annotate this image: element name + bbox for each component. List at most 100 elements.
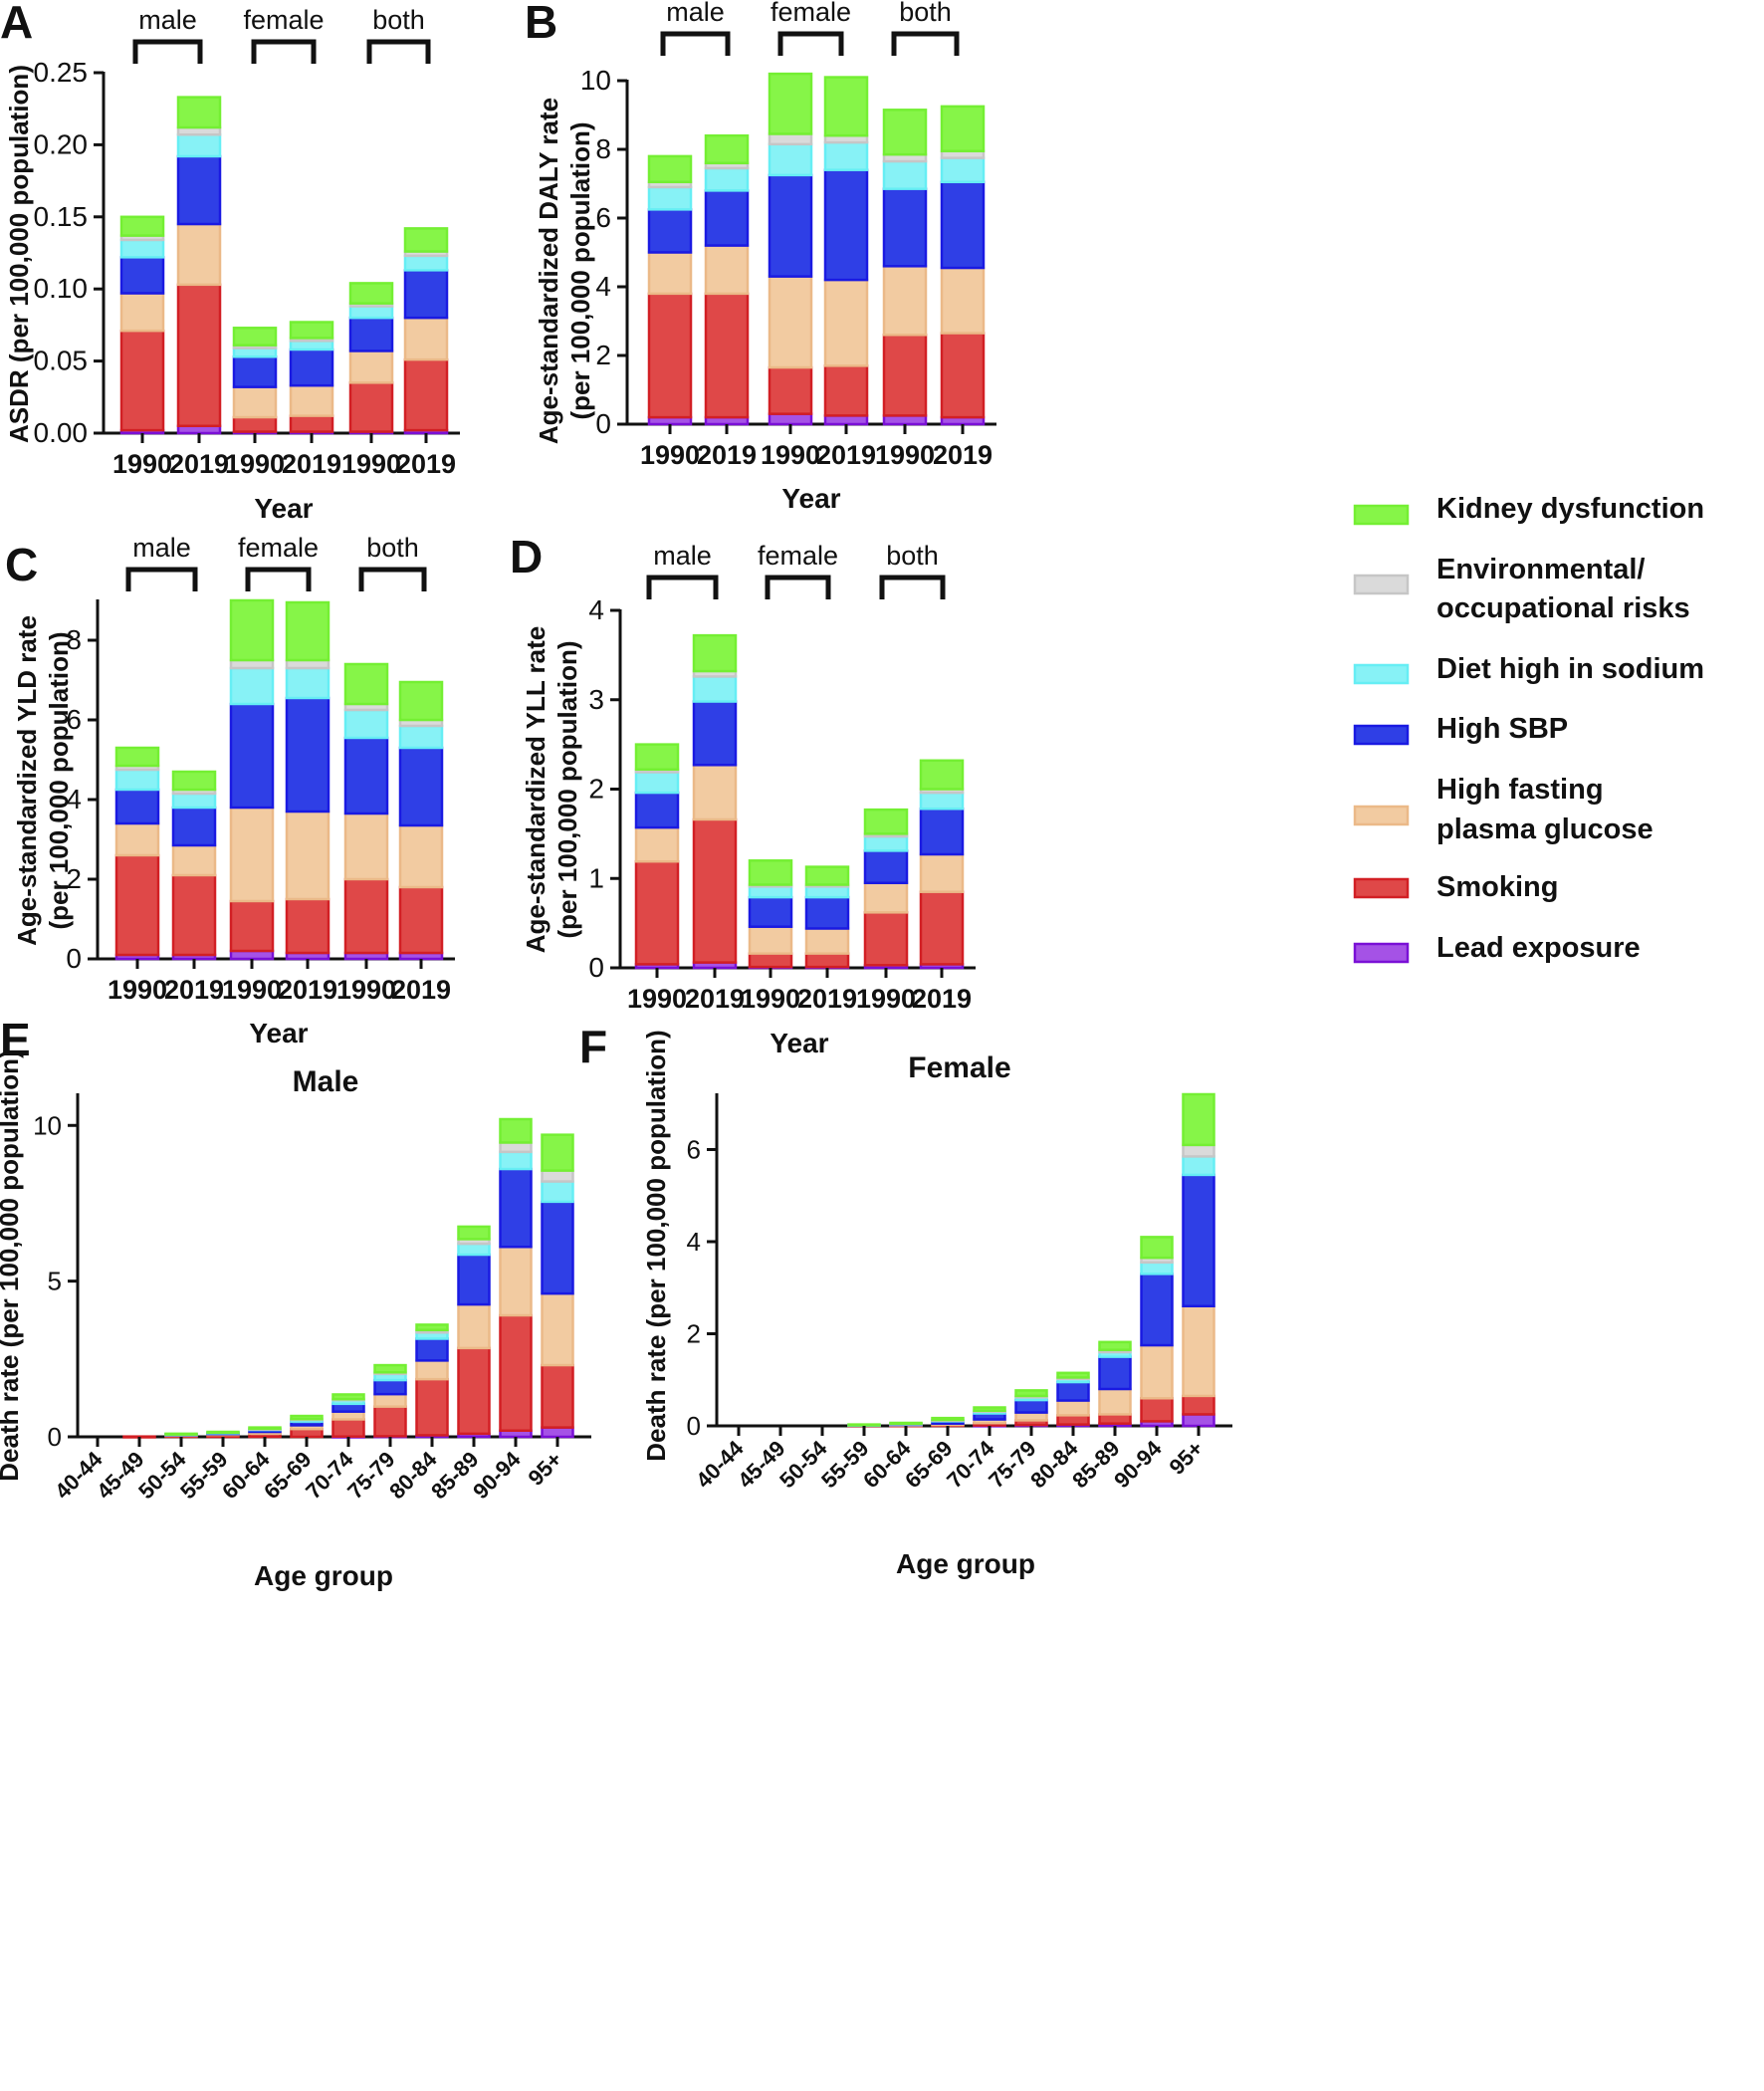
bar-segment-smoking [119, 329, 165, 432]
bar-segment-fpg [823, 278, 869, 367]
bar-segment-kidney [647, 154, 693, 184]
bar-segment-sbp [373, 1378, 407, 1396]
bar-segment-fpg [541, 1291, 574, 1367]
bar-segment-env [499, 1141, 533, 1154]
bar-segment-kidney [541, 1133, 574, 1172]
x-tick-label: 2019 [816, 440, 876, 470]
group-bracket [879, 575, 946, 599]
bar-segment-sbp [171, 806, 217, 847]
y-tick-label: 3 [588, 684, 604, 715]
bar-segment-kidney [940, 105, 986, 152]
group-label: both [899, 0, 952, 27]
bar-segment-kidney [804, 865, 850, 886]
y-tick-label: 4 [66, 784, 82, 814]
bar-segment-smoking [415, 1377, 449, 1437]
x-tick-label: 55-59 [816, 1436, 873, 1493]
bar-segment-smoking [823, 364, 869, 417]
bar-segment-fpg [863, 881, 909, 914]
bar-segment-fpg [1056, 1399, 1090, 1417]
panel-letter-A: A [0, 0, 33, 48]
bar-segment-sodium [1140, 1261, 1174, 1276]
bar-segment-smoking [343, 877, 389, 955]
bar-segment-fpg [415, 1359, 449, 1381]
bar-segment-kidney [248, 1426, 282, 1431]
bar-segment-kidney [882, 109, 928, 156]
x-tick-label: 90-94 [1109, 1435, 1167, 1493]
bar-segment-sbp [119, 256, 165, 295]
legend-label-env: Environmental/ [1436, 554, 1646, 585]
x-tick-label: 75-79 [984, 1436, 1040, 1493]
legend-label-sbp: High SBP [1436, 713, 1568, 745]
bar-segment-sodium [748, 885, 793, 899]
bar-segment-smoking [748, 952, 793, 969]
bar-segment-fpg [634, 825, 680, 863]
bar-segment-sodium [232, 347, 278, 358]
y-tick-label: 0.20 [34, 128, 89, 159]
y-tick-label: 10 [580, 65, 611, 96]
x-tick-label: 1990 [875, 440, 935, 470]
y-tick-label: 6 [66, 704, 82, 735]
y-tick-label: 0 [687, 1411, 701, 1441]
bar-segment-kidney [171, 770, 217, 792]
group-bracket [891, 31, 960, 56]
bar-segment-sbp [289, 348, 334, 387]
x-tick-label: 75-79 [342, 1447, 399, 1504]
group-label: male [132, 533, 191, 563]
bar-segment-smoking [804, 952, 850, 969]
group-bracket [366, 39, 431, 64]
bar-segment-sodium [804, 885, 850, 899]
bar-segment-fpg [1098, 1387, 1132, 1416]
group-label: both [886, 541, 939, 571]
x-tick-label: 40-44 [50, 1446, 108, 1504]
bar-segment-kidney [1098, 1340, 1132, 1351]
bar-segment-sbp [114, 788, 160, 825]
bar-segment-sbp [634, 791, 680, 829]
bar-segment-kidney [1056, 1371, 1090, 1379]
legend-label-fpg: High fasting [1436, 774, 1604, 806]
bar-segment-kidney [373, 1363, 407, 1374]
x-tick-label: 40-44 [691, 1435, 749, 1493]
bar-segment-kidney [331, 1393, 365, 1401]
bar-segment-sodium [499, 1150, 533, 1171]
bar-segment-smoking [863, 911, 909, 967]
bar-segment-kidney [1182, 1092, 1215, 1147]
bar-segment-sbp [1056, 1380, 1090, 1402]
bar-segment-smoking [457, 1346, 491, 1436]
bar-segment-sbp [415, 1337, 449, 1362]
bar-segment-sodium [541, 1180, 574, 1204]
bar-segment-smoking [1140, 1397, 1174, 1423]
legend-swatch-kidney [1353, 504, 1410, 526]
bar-segment-sbp [863, 849, 909, 884]
bar-segment-kidney [634, 743, 680, 772]
bar-segment-sodium [940, 156, 986, 184]
group-label: male [138, 5, 197, 35]
x-tick-label: 50-54 [133, 1446, 191, 1504]
y-tick-label: 0.05 [34, 346, 89, 376]
y-tick-label: 4 [687, 1227, 701, 1257]
bar-segment-fpg [403, 316, 449, 361]
legend-label-lead: Lead exposure [1436, 932, 1641, 964]
y-axis-title: Death rate (per 100,000 population) [641, 1030, 671, 1461]
group-bracket [125, 567, 198, 591]
x-tick-label: 60-64 [858, 1435, 916, 1493]
chart-title: Male [293, 1065, 359, 1098]
bar-segment-sbp [748, 895, 793, 928]
x-tick-label: 2019 [282, 449, 341, 479]
bar-segment-kidney [343, 662, 389, 706]
group-bracket [765, 575, 831, 599]
bar-segment-fpg [882, 265, 928, 337]
bar-segment-fpg [457, 1302, 491, 1350]
bar-segment-sodium [457, 1242, 491, 1257]
bar-segment-sbp [704, 189, 750, 247]
x-tick-label: 2019 [169, 449, 229, 479]
legend-label-kidney: Kidney dysfunction [1436, 493, 1704, 525]
y-tick-label: 2 [66, 863, 82, 894]
bar-segment-fpg [940, 266, 986, 335]
bar-segment-smoking [692, 817, 738, 964]
legend-swatch-fpg [1353, 805, 1410, 826]
bar-segment-smoking [1098, 1413, 1132, 1425]
bar-segment-sbp [804, 895, 850, 930]
y-axis-title: ASDR (per 100,000 population) [4, 65, 34, 443]
bar-segment-fpg [748, 925, 793, 955]
x-tick-label: 2019 [685, 984, 745, 1014]
